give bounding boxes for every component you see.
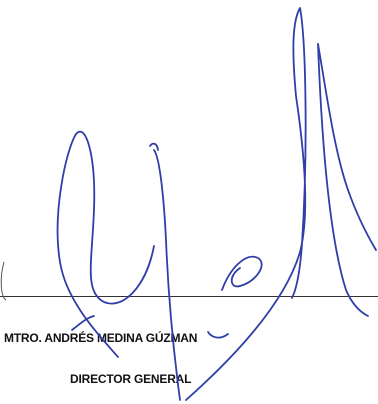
signature-line [0,296,378,297]
signer-title: DIRECTOR GENERAL [70,372,192,386]
